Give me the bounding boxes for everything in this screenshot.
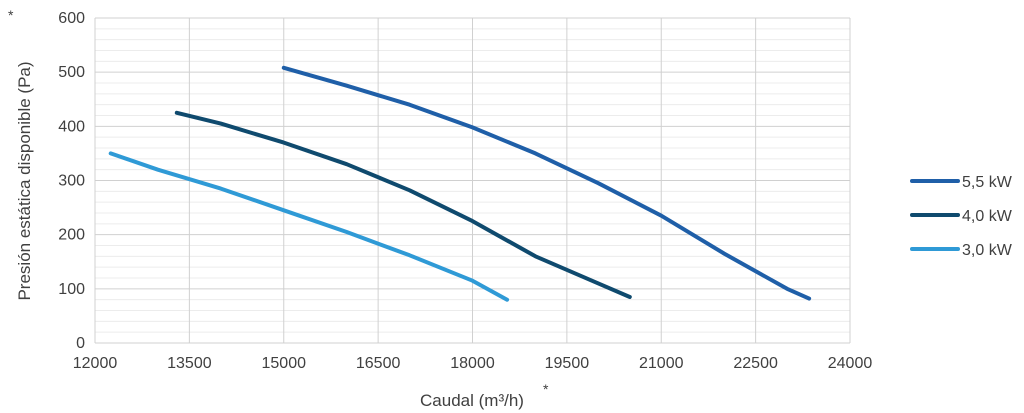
y-tick-label: 200 — [58, 227, 85, 244]
y-tick-label: 600 — [58, 10, 85, 27]
legend: 5,5 kW 4,0 kW 3,0 kW — [910, 174, 1013, 259]
x-tick-label: 19500 — [545, 355, 590, 372]
series-group — [108, 65, 812, 302]
legend-label: 4,0 kW — [962, 208, 1013, 225]
x-tick-label: 21000 — [639, 355, 684, 372]
x-axis-title: Caudal (m³/h) — [420, 391, 524, 410]
y-axis-title: Presión estática disponible (Pa) — [15, 61, 34, 300]
series-line — [108, 151, 510, 302]
x-tick-label: 16500 — [356, 355, 401, 372]
y-tick-label: 0 — [76, 335, 85, 352]
x-tick-label: 15000 — [262, 355, 307, 372]
x-tick-label: 13500 — [167, 355, 212, 372]
legend-label: 5,5 kW — [962, 174, 1013, 191]
grid — [94, 17, 851, 344]
series-line — [281, 65, 812, 301]
y-tick-label: 300 — [58, 173, 85, 190]
series-line — [174, 110, 632, 299]
x-tick-label: 24000 — [828, 355, 873, 372]
y-tick-label: 500 — [58, 64, 85, 81]
x-tick-label: 18000 — [450, 355, 495, 372]
legend-label: 3,0 kW — [962, 242, 1013, 259]
axes: 0 100 200 300 400 500 600 12000 13500 15000 16500 1… — [58, 10, 872, 372]
y-tick-label: 400 — [58, 118, 85, 135]
y-axis-footnote-mark: * — [8, 7, 14, 23]
x-axis-footnote-mark: * — [543, 381, 549, 397]
x-tick-label: 22500 — [733, 355, 778, 372]
y-tick-label: 100 — [58, 281, 85, 298]
x-tick-label: 12000 — [73, 355, 118, 372]
